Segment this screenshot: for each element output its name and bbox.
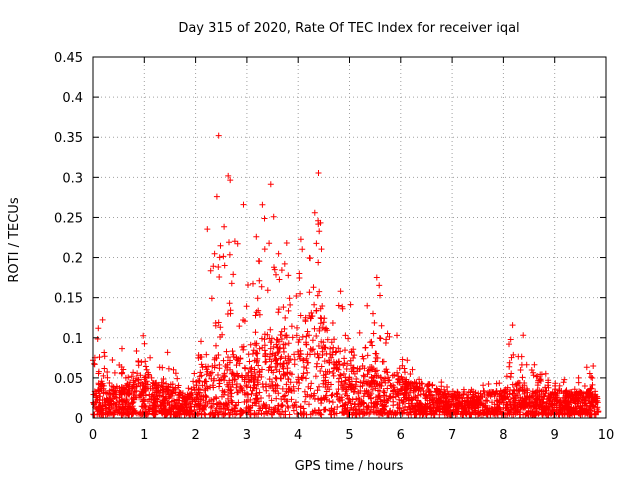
- y-tick-label: 0.4: [62, 91, 83, 106]
- y-axis-label: ROTI / TECUs: [7, 197, 22, 282]
- y-tick-label: 0.1: [62, 332, 83, 347]
- y-tick-label: 0.45: [54, 51, 83, 66]
- x-tick-labels: 0 1 2 3 4 5 6 7 8 9 10: [89, 428, 614, 443]
- x-tick-label: 4: [294, 428, 302, 443]
- y-tick-label: 0.3: [62, 171, 83, 186]
- axes: [92, 56, 607, 419]
- y-tick-label: 0.35: [54, 131, 83, 146]
- x-tick-label: 9: [551, 428, 559, 443]
- y-tick-labels: 0 0.05 0.1 0.15 0.2 0.25 0.3 0.35 0.4 0.45: [54, 51, 83, 427]
- plot-frame: [92, 56, 607, 419]
- x-axis-label: GPS time / hours: [295, 459, 404, 474]
- chart-title: Day 315 of 2020, Rate Of TEC Index for r…: [178, 21, 519, 36]
- x-tick-label: 0: [89, 428, 97, 443]
- x-tick-label: 6: [397, 428, 405, 443]
- y-tick-label: 0.15: [54, 292, 83, 307]
- y-tick-label: 0: [75, 412, 83, 427]
- x-tick-label: 1: [140, 428, 148, 443]
- x-tick-label: 8: [499, 428, 507, 443]
- x-tick-label: 2: [191, 428, 199, 443]
- x-tick-label: 3: [243, 428, 251, 443]
- x-tick-label: 5: [345, 428, 353, 443]
- data-points: [90, 132, 602, 418]
- x-tick-label: 7: [448, 428, 456, 443]
- y-tick-label: 0.2: [62, 252, 83, 267]
- roti-data-markers: [90, 132, 602, 418]
- y-tick-label: 0.25: [54, 211, 83, 226]
- y-tick-label: 0.05: [54, 372, 83, 387]
- x-tick-label: 10: [598, 428, 615, 443]
